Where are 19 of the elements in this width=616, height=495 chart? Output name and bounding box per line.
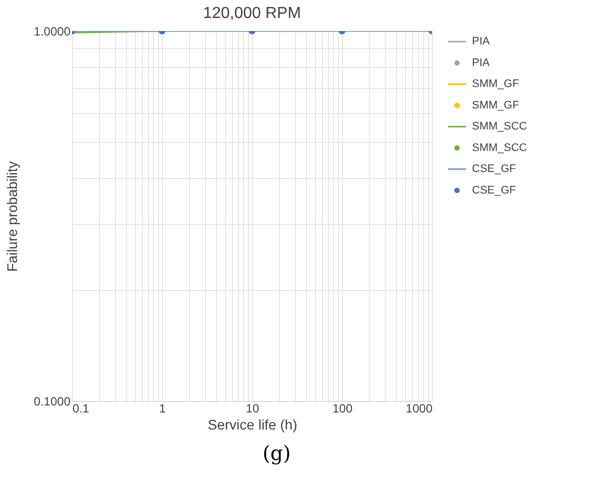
chart-title: 120,000 RPM <box>203 5 301 22</box>
x-tick-label: 1 <box>159 402 166 416</box>
y-tick-label: 0.1000 <box>34 394 71 408</box>
legend-label: SMM_SCC <box>472 142 528 154</box>
x-tick-label: 0.1 <box>72 402 90 416</box>
x-axis-title: Service life (h) <box>208 416 298 432</box>
y-axis-title: Failure probability <box>4 161 20 272</box>
legend-label: CSE_GF <box>472 163 516 176</box>
text: (g) <box>262 441 291 465</box>
x-tick-label: 1000 <box>406 402 433 416</box>
legend-label: SMM_GF <box>472 99 520 112</box>
x-tick-label: 10 <box>246 402 260 416</box>
legend-label: CSE_GF <box>472 184 516 196</box>
legend-label: SMM_GF <box>472 78 520 90</box>
legend-label: PIA <box>472 36 490 48</box>
x-tick-label: 100 <box>332 402 353 416</box>
legend-label: SMM_SCC <box>472 120 528 133</box>
legend-label: PIA <box>472 56 490 69</box>
y-tick-label: 1.0000 <box>34 24 71 38</box>
